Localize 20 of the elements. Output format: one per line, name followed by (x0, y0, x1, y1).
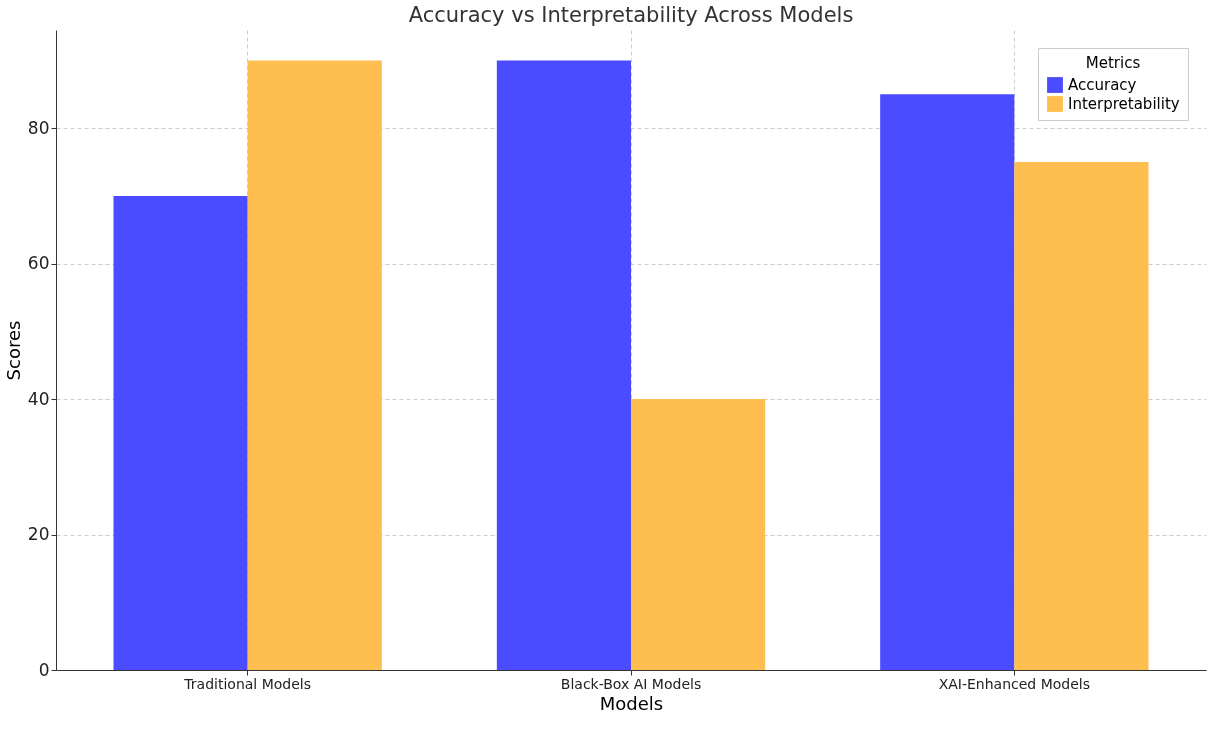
x-axis-title: Models (599, 692, 664, 714)
chart-title: Accuracy vs Interpretability Across Models (408, 3, 854, 27)
legend-label: Accuracy (1068, 76, 1137, 94)
bar (496, 60, 631, 670)
legend-label: Interpretability (1068, 95, 1180, 113)
x-tick-label: XAI-Enhanced Models (938, 675, 1091, 692)
y-tick-label: 60 (27, 253, 50, 274)
y-tick-label: 80 (27, 117, 50, 138)
bar (631, 399, 766, 670)
y-tick-label: 40 (27, 388, 50, 409)
bar (1014, 162, 1149, 670)
y-tick-label: 0 (38, 659, 50, 680)
y-tick-label: 20 (27, 524, 50, 545)
y-axis-title: Scores (2, 320, 24, 381)
x-tick-label: Traditional Models (183, 675, 311, 692)
bar (247, 60, 382, 670)
x-tick-label: Black-Box AI Models (560, 675, 702, 692)
bar (880, 94, 1015, 670)
bar (113, 195, 248, 670)
legend-title: Metrics (1085, 54, 1141, 72)
